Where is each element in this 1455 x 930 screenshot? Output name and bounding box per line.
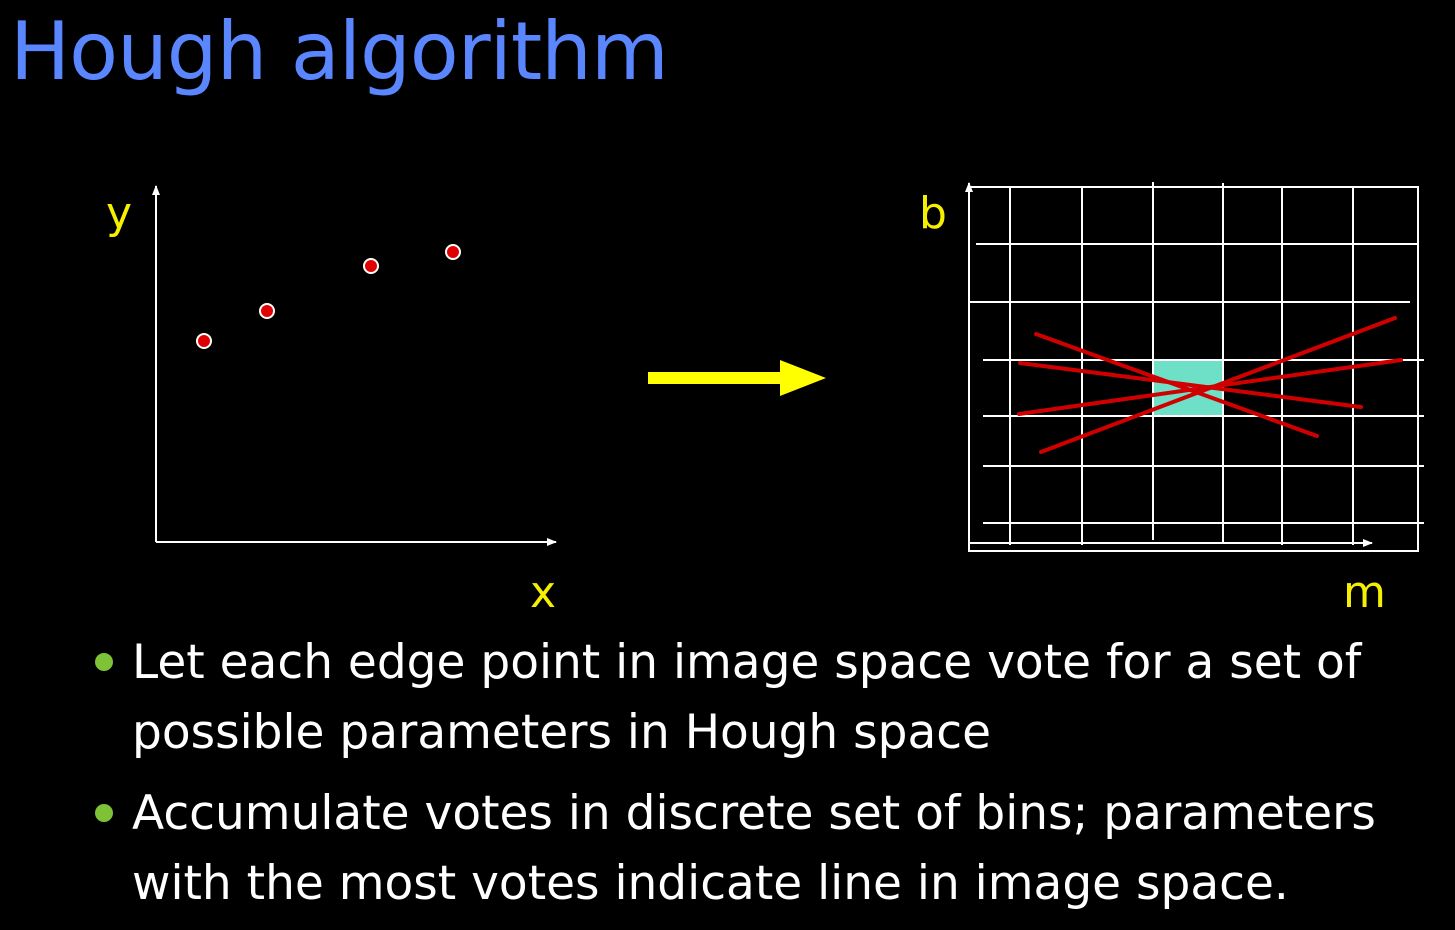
accumulator-grid (968, 182, 1424, 552)
vote-line (1039, 316, 1397, 454)
image-x-axis-label: x (530, 567, 556, 618)
image-y-axis-label: y (106, 188, 132, 239)
edge-point (363, 258, 379, 274)
edge-point (445, 244, 461, 260)
vote-line (1018, 361, 1363, 409)
hough-b-axis-label: b (919, 188, 947, 239)
edge-points (196, 244, 461, 349)
hough-space-plot: b m (919, 182, 1424, 618)
vote-lines (1017, 316, 1403, 454)
edge-point (196, 333, 212, 349)
bullet-item: Let each edge point in image space vote … (95, 628, 1435, 768)
edge-point (259, 303, 275, 319)
bullet-text-line: Let each edge point in image space vote … (132, 635, 1362, 690)
bullet-list: Let each edge point in image space vote … (95, 628, 1435, 930)
bullet-text-line: Accumulate votes in discrete set of bins… (132, 786, 1376, 841)
bullet-marker (95, 653, 113, 671)
bullet-marker (95, 804, 113, 822)
transform-arrow (648, 360, 826, 396)
bullet-text-line: with the most votes indicate line in ima… (132, 856, 1289, 911)
image-space-plot: y x (106, 185, 557, 618)
hough-diagram: y x b (106, 182, 1424, 618)
hough-m-axis-label: m (1343, 567, 1386, 618)
bullet-text-line: possible parameters in Hough space (132, 705, 992, 760)
bullet-item: Accumulate votes in discrete set of bins… (95, 779, 1435, 919)
slide-title: Hough algorithm (10, 5, 669, 98)
